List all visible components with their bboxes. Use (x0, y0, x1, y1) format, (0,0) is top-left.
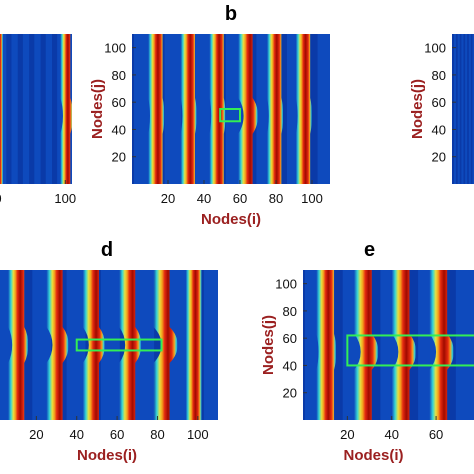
y-tick-label: 60 (283, 331, 297, 346)
heatmap-background (0, 34, 72, 184)
x-tick-label: 0 (0, 191, 2, 206)
heatmap-band (461, 34, 464, 184)
wavefront-stripe-2 (46, 270, 69, 420)
highlight-box (75, 338, 163, 352)
x-axis-label: Nodes(i) (77, 447, 137, 464)
heatmap-band (457, 34, 460, 184)
heatmap-band (34, 34, 41, 184)
panel-b: 20 40 60 80 100 20 40 60 80 100 Nodes(i) Nodes(j) b (89, 3, 330, 228)
heatmap-band (317, 34, 330, 184)
heatmap-band (195, 34, 213, 184)
wavefront-stripe-1 (8, 270, 29, 420)
heatmap-background (452, 34, 474, 184)
heatmap-band (169, 270, 189, 420)
y-tick-label: 100 (275, 277, 297, 292)
heatmap-band (203, 270, 218, 420)
y-tick-label: 40 (283, 358, 297, 373)
y-tick-label: 100 (424, 41, 446, 56)
heatmap-band (45, 34, 53, 184)
y-axis-label: Nodes(j) (409, 79, 426, 139)
x-tick-label: 40 (197, 191, 211, 206)
x-tick-label: 60 (110, 427, 124, 442)
wavefront-stripe-4 (119, 270, 142, 420)
heatmap-plot-area (0, 34, 72, 184)
wavefront-stripe-6 (295, 34, 312, 184)
highlight-box (346, 334, 474, 367)
wavefront-stripe-5 (153, 270, 178, 420)
y-tick-label: 20 (432, 150, 446, 165)
panel-letter: b (225, 3, 237, 25)
x-tick-label: 60 (429, 427, 443, 442)
wavefront-stripe-1 (148, 34, 165, 184)
x-axis-label: Nodes(i) (344, 447, 404, 464)
wavefront-stripe-2 (180, 34, 197, 184)
heatmap-band (455, 270, 474, 420)
panel-letter: e (364, 239, 375, 261)
panel-d: 20 40 60 80 100 Nodes(i) d (0, 239, 218, 464)
y-axis-label: Nodes(j) (89, 79, 106, 139)
heatmap-band (22, 34, 30, 184)
y-tick-label: 100 (104, 41, 126, 56)
heatmap-plot-area (132, 34, 330, 184)
wavefront-stripe-4 (238, 34, 258, 184)
heatmap-band (468, 34, 471, 184)
panel-c: 20 40 60 80 100 Nodes(j) (409, 34, 474, 184)
x-tick-label: 20 (29, 427, 43, 442)
wavefront-stripe-1 (0, 34, 3, 184)
heatmap-band (164, 34, 182, 184)
wavefront-stripe-3 (391, 270, 417, 420)
wavefront-stripe-2 (354, 270, 379, 420)
y-tick-label: 40 (112, 122, 126, 137)
heatmap-band (465, 34, 468, 184)
panel-letter: d (101, 239, 113, 261)
y-tick-label: 80 (283, 304, 297, 319)
y-tick-label: 80 (112, 68, 126, 83)
heatmap-plot-area (0, 270, 218, 420)
x-tick-label: 100 (54, 191, 76, 206)
wavefront-stripe-1 (316, 270, 337, 420)
x-tick-label: 100 (301, 191, 323, 206)
y-tick-label: 60 (112, 95, 126, 110)
x-axis-label: Nodes(i) (201, 211, 261, 228)
wavefront-stripe-2 (60, 34, 72, 184)
panel-a: 0 100 (0, 34, 76, 206)
wavefront-stripe-6 (185, 270, 202, 420)
heatmap-band (11, 34, 18, 184)
highlight-box (219, 108, 241, 123)
heatmap-band (0, 34, 7, 184)
x-tick-label: 100 (187, 427, 209, 442)
y-tick-label: 60 (432, 95, 446, 110)
heatmap-band (135, 270, 155, 420)
x-tick-label: 80 (150, 427, 164, 442)
heatmap-plot-area (303, 270, 474, 420)
x-tick-label: 20 (340, 427, 354, 442)
x-tick-label: 20 (161, 191, 175, 206)
wavefront-stripe-3 (209, 34, 226, 184)
heatmap-plot-area (452, 34, 474, 184)
x-tick-label: 60 (233, 191, 247, 206)
heatmap-band (100, 270, 120, 420)
heatmap-band (454, 34, 457, 184)
y-tick-label: 20 (283, 386, 297, 401)
y-tick-label: 40 (432, 122, 446, 137)
y-tick-label: 80 (432, 68, 446, 83)
x-tick-label: 40 (384, 427, 398, 442)
heatmap-band (57, 34, 64, 184)
heatmap-background (0, 270, 218, 420)
heatmap-band (134, 34, 151, 184)
x-tick-label: 40 (69, 427, 83, 442)
panel-e: 20 40 60 20 40 60 80 100 Nodes(i) Nodes(j) e (260, 239, 474, 464)
x-tick-label: 80 (269, 191, 283, 206)
wavefront-stripe-4 (429, 270, 454, 420)
heatmap-band (472, 34, 474, 184)
wavefront-stripe-3 (82, 270, 105, 420)
y-axis-label: Nodes(j) (260, 315, 277, 375)
y-tick-label: 20 (112, 150, 126, 165)
wavefront-stripe-5 (267, 34, 284, 184)
